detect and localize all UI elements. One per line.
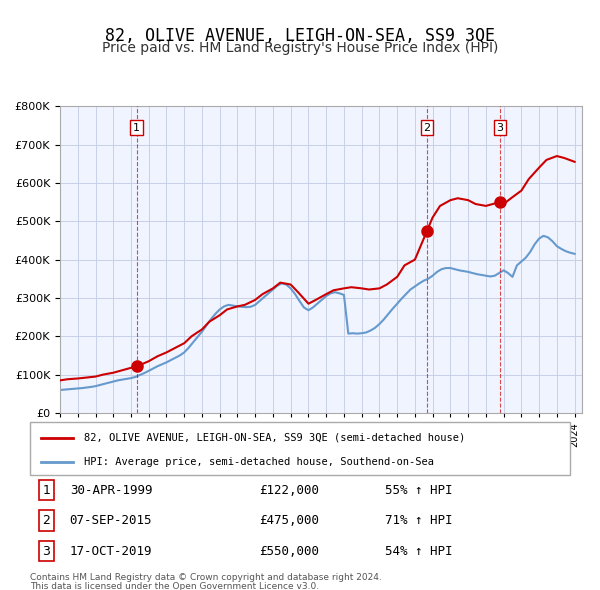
Text: 2: 2	[42, 514, 50, 527]
Text: 2: 2	[424, 123, 431, 133]
Text: £550,000: £550,000	[259, 545, 319, 558]
Text: HPI: Average price, semi-detached house, Southend-on-Sea: HPI: Average price, semi-detached house,…	[84, 457, 434, 467]
Text: 82, OLIVE AVENUE, LEIGH-ON-SEA, SS9 3QE (semi-detached house): 82, OLIVE AVENUE, LEIGH-ON-SEA, SS9 3QE …	[84, 433, 465, 442]
Text: 71% ↑ HPI: 71% ↑ HPI	[385, 514, 452, 527]
Text: 17-OCT-2019: 17-OCT-2019	[70, 545, 152, 558]
Text: This data is licensed under the Open Government Licence v3.0.: This data is licensed under the Open Gov…	[30, 582, 319, 590]
Text: £122,000: £122,000	[259, 484, 319, 497]
Text: 30-APR-1999: 30-APR-1999	[70, 484, 152, 497]
Text: 3: 3	[42, 545, 50, 558]
Text: 3: 3	[496, 123, 503, 133]
Text: £475,000: £475,000	[259, 514, 319, 527]
Text: 07-SEP-2015: 07-SEP-2015	[70, 514, 152, 527]
Text: 1: 1	[42, 484, 50, 497]
Text: 55% ↑ HPI: 55% ↑ HPI	[385, 484, 452, 497]
Text: 82, OLIVE AVENUE, LEIGH-ON-SEA, SS9 3QE: 82, OLIVE AVENUE, LEIGH-ON-SEA, SS9 3QE	[105, 27, 495, 45]
Text: Contains HM Land Registry data © Crown copyright and database right 2024.: Contains HM Land Registry data © Crown c…	[30, 573, 382, 582]
Text: 54% ↑ HPI: 54% ↑ HPI	[385, 545, 452, 558]
Text: Price paid vs. HM Land Registry's House Price Index (HPI): Price paid vs. HM Land Registry's House …	[102, 41, 498, 55]
Text: 1: 1	[133, 123, 140, 133]
FancyBboxPatch shape	[30, 422, 570, 475]
